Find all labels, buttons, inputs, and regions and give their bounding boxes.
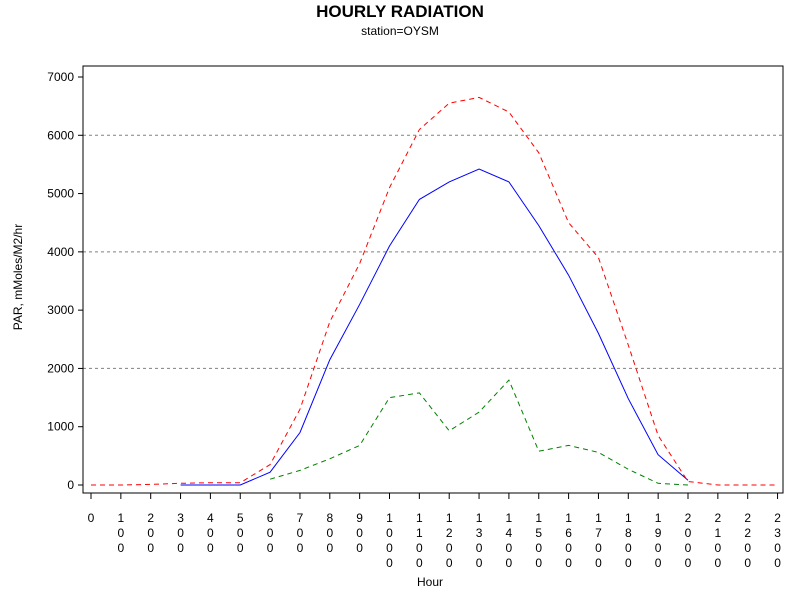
chart-title: HOURLY RADIATION [316, 2, 484, 21]
x-axis-label: Hour [417, 575, 443, 589]
y-tick-label: 7000 [47, 70, 74, 84]
y-tick-label: 1000 [47, 420, 74, 434]
series-line-2 [91, 96, 778, 486]
y-tick-label: 3000 [47, 303, 74, 317]
y-axis-label: PAR, mMoles/M2/hr [11, 224, 25, 330]
series-line-3 [269, 379, 689, 486]
x-axis: 0 1 0 0 2 0 0 3 0 0 4 0 0 5 0 0 6 0 0 7 0 0 8 0 0 9 0 0 1 0 0 0 1 1 0 0 1 2 0 0… [88, 493, 781, 570]
series-line-1 [180, 168, 689, 486]
y-axis: 0 1000 2000 3000 4000 5000 6000 7000 [47, 70, 83, 492]
y-tick-label: 6000 [47, 128, 74, 142]
y-tick-label: 0 [67, 478, 74, 492]
series [91, 96, 778, 486]
y-tick-label: 2000 [47, 361, 74, 375]
y-tick-label: 4000 [47, 245, 74, 259]
y-tick-label: 5000 [47, 187, 74, 201]
grid-lines [83, 134, 783, 369]
x-tick-label: 0 [88, 511, 95, 525]
plot-area [82, 65, 784, 494]
chart-subtitle: station=OYSM [361, 24, 439, 38]
